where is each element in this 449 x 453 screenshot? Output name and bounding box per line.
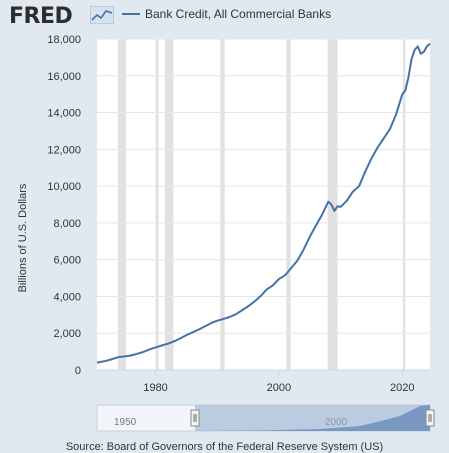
fred-logo[interactable]: FRED xyxy=(9,4,73,29)
y-tick-label: 6,000 xyxy=(53,255,81,267)
y-axis-label: Billions of U.S. Dollars xyxy=(17,183,29,292)
recession-shading xyxy=(117,39,406,370)
x-tick-label: 1980 xyxy=(143,382,167,394)
recession-band-5 xyxy=(327,39,338,370)
series-line-0 xyxy=(96,42,431,364)
y-tick-label: 8,000 xyxy=(53,218,81,230)
y-tick-label: 16,000 xyxy=(47,71,81,83)
recession-band-2 xyxy=(164,39,174,370)
y-tick-label: 2,000 xyxy=(53,328,81,340)
x-tick-label: 2020 xyxy=(390,382,414,394)
recession-band-4 xyxy=(286,39,291,370)
plot-background xyxy=(97,39,430,370)
navigator-right-handle[interactable] xyxy=(425,409,435,427)
y-tick-label: 12,000 xyxy=(47,144,81,156)
y-tick-label: 4,000 xyxy=(53,291,81,303)
chart-header: FRED Bank Credit, All Commercial Banks xyxy=(0,0,449,30)
fred-chart-icon xyxy=(90,6,114,24)
navigator-left-handle[interactable] xyxy=(190,409,200,427)
navigator-series-area xyxy=(195,405,430,431)
chart-legend: Bank Credit, All Commercial Banks xyxy=(122,7,331,21)
recession-band-0 xyxy=(117,39,126,370)
navigator-end-label: 2000 xyxy=(325,417,348,428)
recession-band-3 xyxy=(220,39,225,370)
x-tick-labels: 1980 2000 2020 xyxy=(97,369,430,394)
y-tick-label: 0 xyxy=(75,365,81,377)
y-tick-label: 10,000 xyxy=(47,181,81,193)
legend-line-swatch xyxy=(122,13,140,15)
recession-band-6 xyxy=(402,39,406,370)
navigator-start-label: 1950 xyxy=(114,417,137,428)
y-tick-label: 18,000 xyxy=(47,34,81,46)
recession-band-1 xyxy=(155,39,159,370)
y-tick-labels: 0 2,000 4,000 6,000 8,000 10,000 12,000 14,000 1… xyxy=(47,34,81,377)
series-layer xyxy=(96,42,431,364)
x-tick-label: 2000 xyxy=(267,382,291,394)
y-tick-label: 14,000 xyxy=(47,108,81,120)
range-navigator[interactable]: 1950 2000 xyxy=(96,404,435,432)
source-note: Source: Board of Governors of the Federa… xyxy=(65,441,384,453)
line-chart: 0 2,000 4,000 6,000 8,000 10,000 12,000 14,000 1… xyxy=(17,34,435,432)
legend-series-label: Bank Credit, All Commercial Banks xyxy=(145,7,332,21)
